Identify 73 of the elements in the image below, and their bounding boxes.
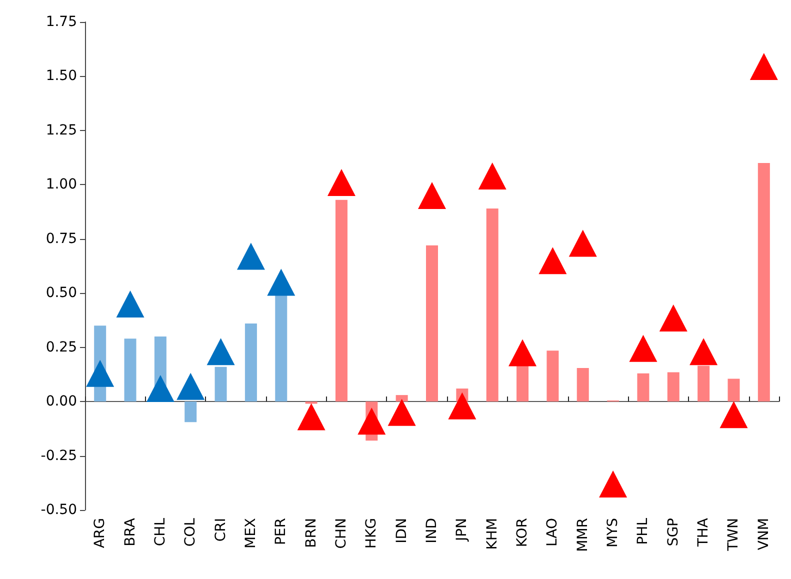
y-tick-label: 0.00 — [46, 394, 77, 410]
point — [629, 334, 658, 362]
x-tick-label: CRI — [212, 518, 229, 542]
bar — [184, 402, 197, 422]
bar — [667, 372, 680, 402]
y-tick-label: 0.50 — [46, 285, 77, 302]
x-tick-label: MEX — [242, 518, 259, 549]
point — [206, 338, 235, 366]
point — [236, 242, 265, 270]
point — [297, 403, 326, 430]
bar — [728, 378, 740, 402]
bar — [396, 395, 408, 402]
point — [388, 398, 416, 426]
x-tick-label: VNM — [756, 518, 772, 550]
point — [358, 408, 386, 435]
y-tick-label: 1.50 — [46, 68, 77, 84]
y-tick-label: 0.25 — [46, 339, 77, 356]
bar — [698, 366, 710, 402]
x-tick-label: CHN — [333, 518, 350, 549]
x-tick-label: CHL — [152, 518, 168, 546]
x-tick-label: IDN — [394, 518, 410, 544]
bar — [335, 200, 348, 402]
point — [267, 268, 296, 296]
point — [327, 169, 356, 196]
point — [116, 290, 144, 318]
point — [659, 304, 688, 332]
x-tick-label: PHL — [635, 518, 652, 545]
bar — [576, 368, 589, 402]
y-tick-label: 1.75 — [46, 14, 77, 30]
point — [750, 52, 778, 80]
x-tick-label: THA — [696, 518, 712, 548]
y-tick-label: -0.25 — [40, 448, 77, 464]
point — [538, 247, 567, 274]
point — [478, 162, 506, 190]
point — [448, 392, 476, 420]
bar — [758, 162, 770, 402]
bar — [244, 323, 257, 402]
x-tick-label: BRN — [303, 518, 320, 548]
point — [176, 372, 205, 400]
y-tick-label: 0.75 — [46, 230, 77, 247]
y-tick-label: 1.00 — [46, 176, 77, 193]
x-tick-label: ARG — [92, 518, 108, 548]
bar — [516, 364, 529, 402]
point — [568, 230, 597, 257]
point — [720, 401, 748, 428]
x-tick-label: PER — [273, 518, 290, 546]
point — [599, 470, 628, 498]
x-tick-label: BRA — [122, 518, 138, 546]
x-tick-label: IND — [424, 518, 440, 544]
bar — [124, 338, 136, 402]
bar — [214, 366, 227, 402]
x-tick-label: SGP — [665, 518, 682, 546]
point — [146, 375, 174, 402]
bar — [486, 208, 498, 402]
point — [418, 182, 446, 210]
bar — [546, 350, 559, 402]
x-tick-label: LAO — [544, 518, 561, 546]
point — [508, 339, 537, 366]
bar — [426, 245, 438, 402]
x-tick-label: KHM — [484, 518, 500, 550]
x-tick-label: JPN — [454, 518, 470, 542]
x-tick-label: MYS — [605, 518, 622, 548]
bar — [637, 373, 650, 402]
bar — [275, 295, 288, 402]
y-tick-label: -0.50 — [40, 502, 77, 518]
x-tick-label: KOR — [514, 518, 531, 548]
x-tick-label: COL — [182, 518, 199, 547]
x-tick-label: MMR — [574, 518, 591, 552]
point — [86, 360, 114, 387]
x-tick-label: TWN — [726, 518, 742, 552]
point — [690, 338, 718, 366]
y-tick-label: 1.25 — [46, 122, 77, 138]
x-tick-label: HKG — [364, 518, 380, 549]
